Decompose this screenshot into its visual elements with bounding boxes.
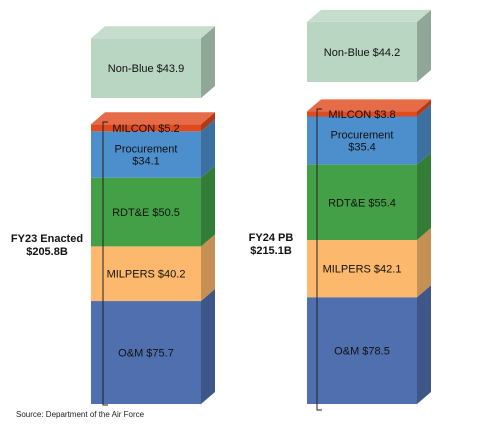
- segment-milcon-label: MILCON $5.2: [112, 123, 179, 135]
- segment-procurement-side: [201, 119, 215, 178]
- total-bracket: [316, 108, 322, 411]
- segment-milpers-front: [91, 246, 201, 302]
- segment-rdte-label: RDT&E $55.4: [328, 197, 396, 209]
- segment-milcon-label: MILCON $3.8: [328, 109, 395, 121]
- segment-rdte-front: [307, 164, 417, 240]
- segment-milpers-label: MILPERS $42.1: [323, 264, 402, 276]
- segment-milpers-front: [307, 239, 417, 298]
- segment-procurement-front: [91, 131, 201, 178]
- segment-non-blue-detached-top: [91, 26, 215, 39]
- segment-procurement-side: [417, 104, 431, 165]
- segment-procurement-front: [307, 116, 417, 165]
- segment-milcon-top: [307, 99, 431, 112]
- segment-non-blue-detached-label: Non-Blue $44.2: [324, 47, 400, 59]
- segment-non-blue-detached-front: [91, 38, 201, 98]
- stack-2: O&M $78.5 MILPERS $42.1 RDT&E $55.4 Procure…: [307, 9, 431, 404]
- segment-om-side: [417, 285, 431, 404]
- segment-non-blue-detached-side: [201, 26, 215, 99]
- segment-rdte-side: [201, 165, 215, 247]
- segment-procurement-label: Procurement: [331, 130, 394, 142]
- segment-milpers-label: MILPERS $40.2: [107, 269, 186, 281]
- total-label: FY24 PB: [249, 232, 294, 244]
- segment-om-front: [307, 297, 417, 404]
- segment-non-blue-detached-top: [307, 9, 431, 22]
- segment-non-blue-detached-side: [417, 9, 431, 82]
- stack-1: O&M $75.7 MILPERS $40.2 RDT&E $50.5 Procure…: [91, 26, 215, 404]
- segment-milcon-front: [91, 124, 201, 132]
- total-label: $205.8B: [26, 246, 68, 258]
- total-bracket: [102, 121, 108, 406]
- segment-om-label: O&M $75.7: [118, 348, 174, 360]
- segment-rdte-front: [91, 177, 201, 247]
- segment-procurement-label: $34.1: [132, 156, 160, 168]
- total-label: FY23 Enacted: [11, 233, 83, 245]
- segment-om-side: [201, 289, 215, 404]
- segment-om-front: [91, 301, 201, 404]
- segment-procurement-label: Procurement: [115, 144, 178, 156]
- segment-rdte-label: RDT&E $50.5: [112, 207, 180, 219]
- segment-procurement-label: $35.4: [348, 142, 376, 154]
- segment-milpers-side: [201, 234, 215, 302]
- segment-milcon-top: [91, 112, 215, 125]
- segment-om-label: O&M $78.5: [334, 346, 390, 358]
- total-label: $215.1B: [250, 245, 292, 257]
- segment-milcon-side: [417, 99, 431, 117]
- source-note: Source: Department of the Air Force: [16, 410, 145, 419]
- segment-rdte-side: [417, 152, 431, 240]
- segment-milpers-side: [417, 227, 431, 298]
- segment-non-blue-detached-label: Non-Blue $43.9: [108, 63, 184, 75]
- segment-milcon-side: [201, 112, 215, 132]
- segment-non-blue-detached-front: [307, 21, 417, 82]
- segment-milcon-front: [307, 111, 417, 117]
